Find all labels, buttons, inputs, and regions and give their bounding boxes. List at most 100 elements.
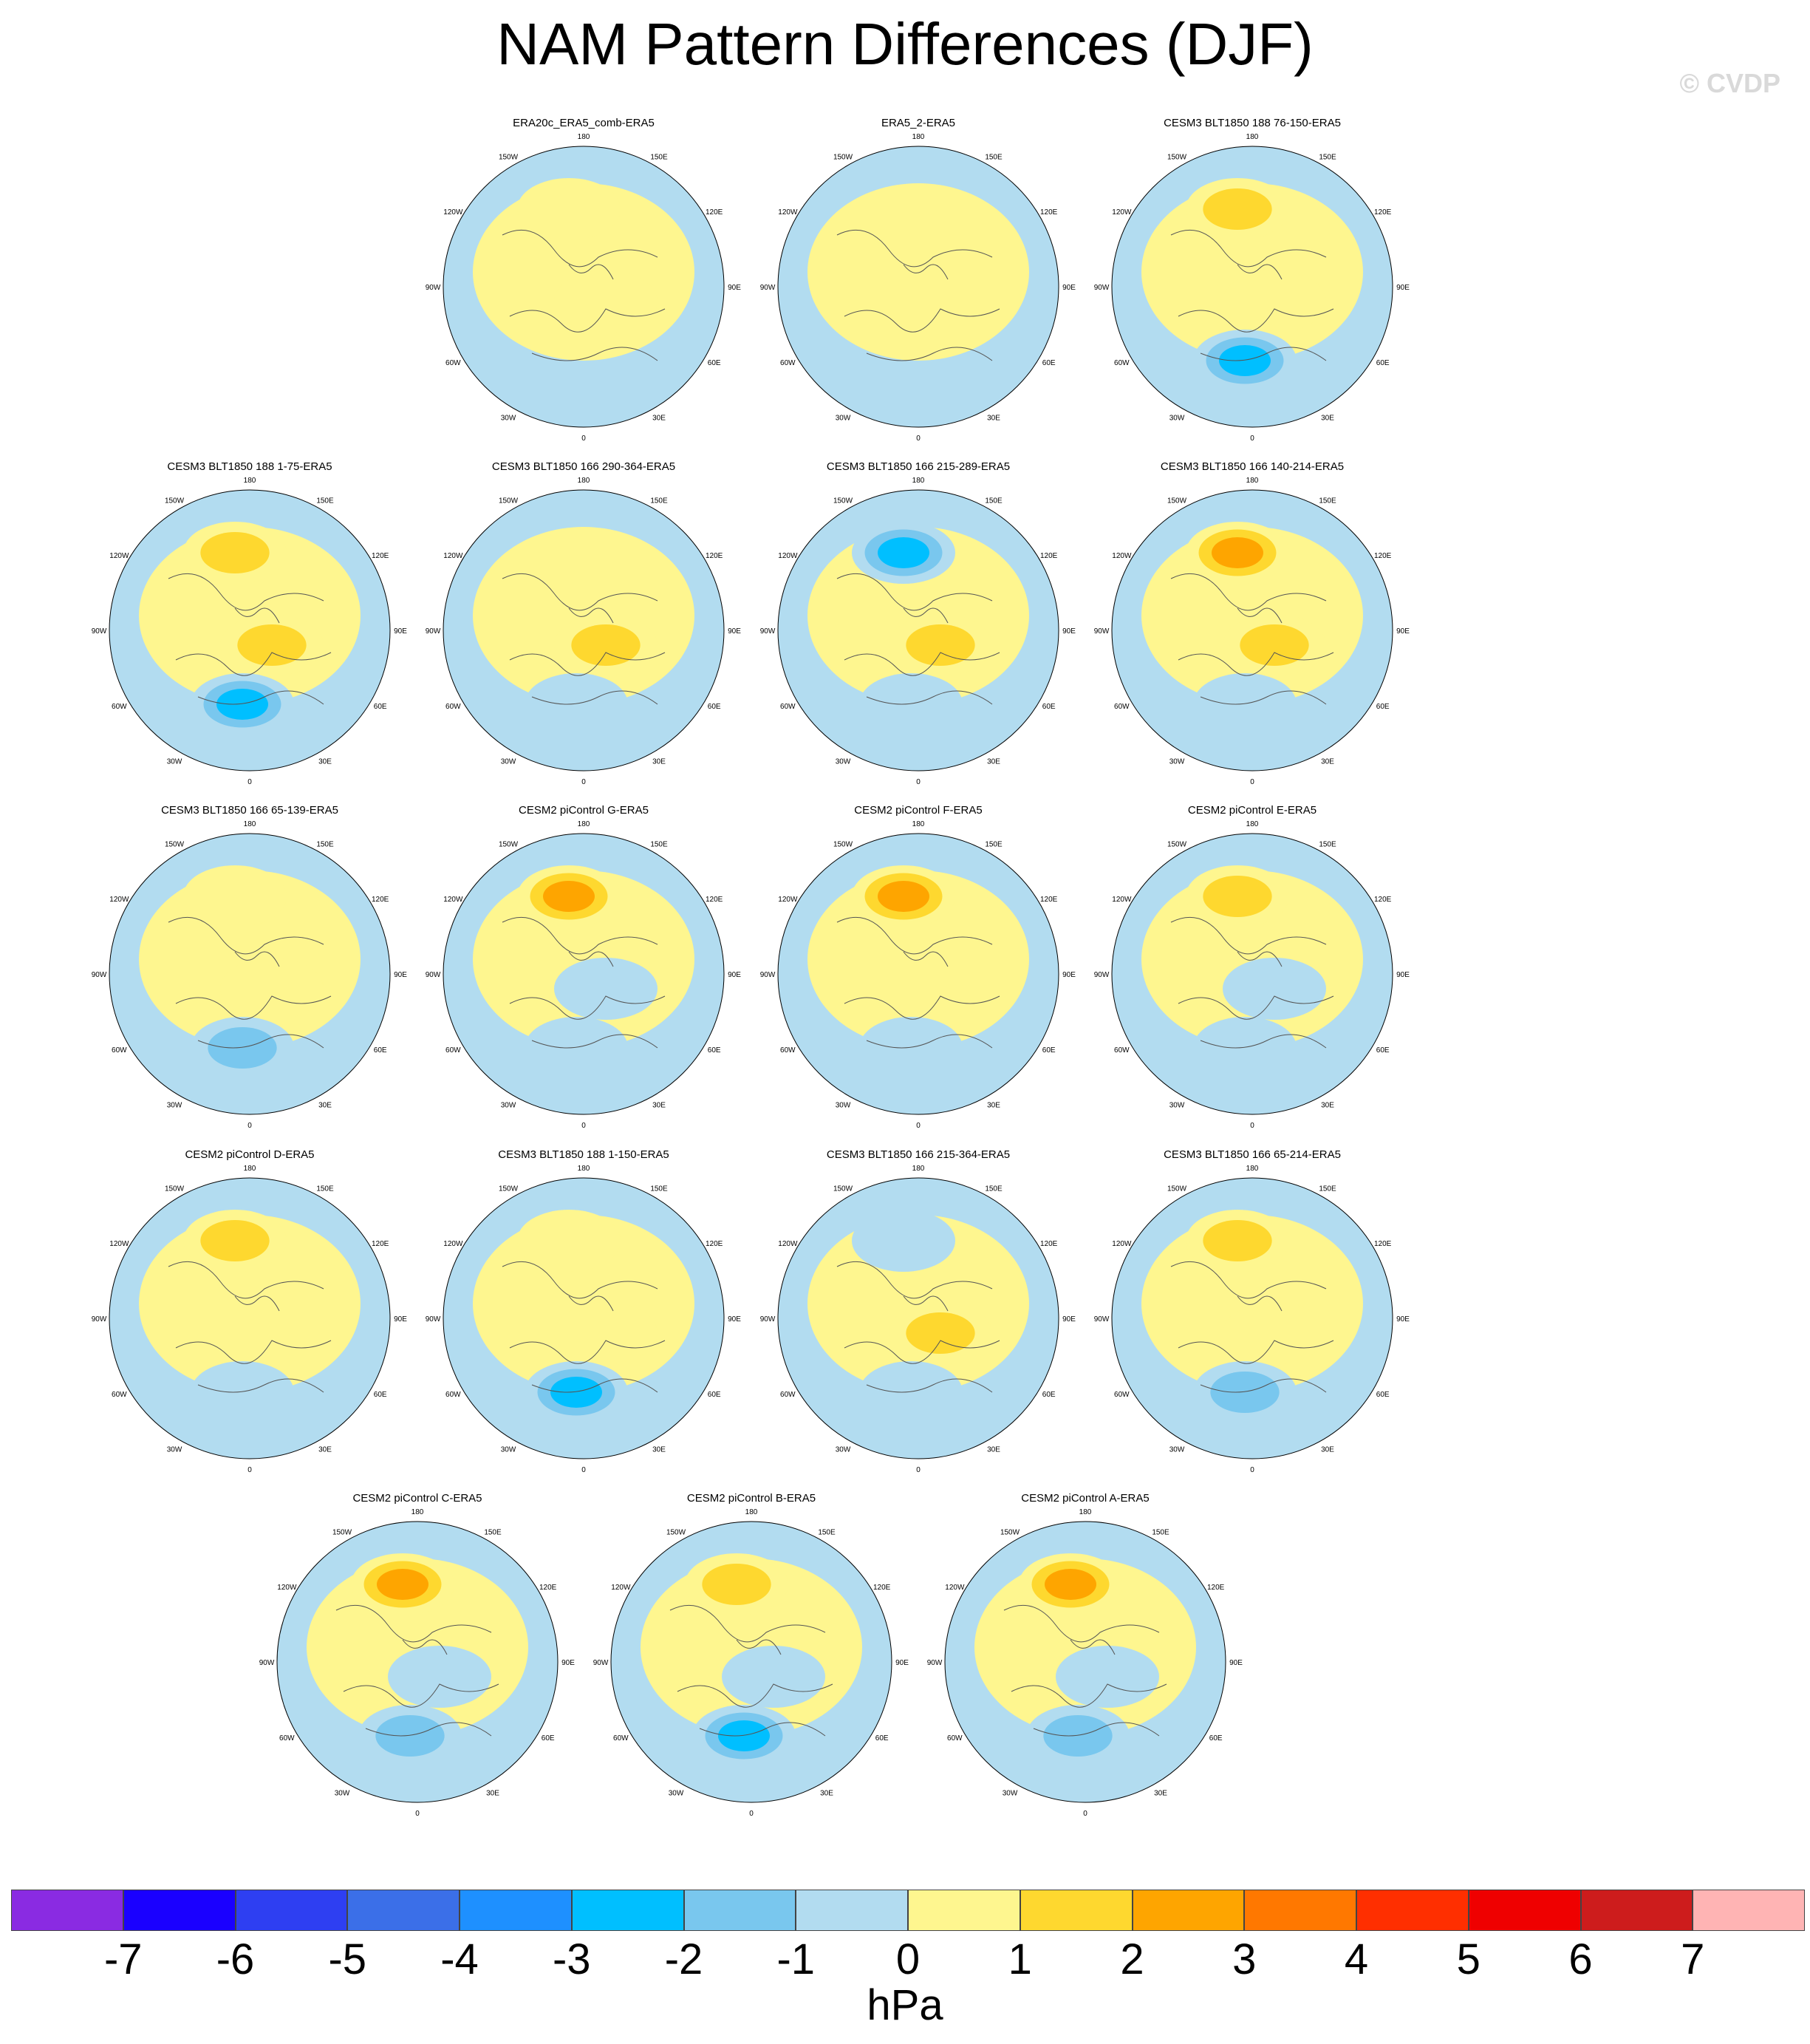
colorbar-swatch [1693, 1890, 1805, 1931]
longitude-label: 30W [1169, 1102, 1185, 1110]
longitude-label: 90W [259, 1659, 275, 1667]
longitude-label: 120E [1374, 208, 1392, 217]
longitude-label: 120E [372, 552, 389, 560]
map-boundary [777, 833, 1059, 1115]
longitude-label: 180 [912, 1165, 925, 1173]
longitude-label: 120E [706, 896, 723, 904]
longitude-label: 30E [987, 1102, 1000, 1110]
longitude-label: 180 [745, 1508, 758, 1516]
colorbar-swatch [683, 1890, 796, 1931]
longitude-label: 150E [1319, 497, 1336, 505]
longitude-label: 120E [1040, 896, 1058, 904]
watermark: © CVDP [1679, 68, 1780, 98]
polar-stereographic-map: 180 150E 120E 90E 60E 30E 0 30W 60W 90W 120W 150W [927, 1508, 1243, 1818]
colorbar-tick-label: 3 [1232, 1935, 1257, 1983]
anomaly-contour-atlantic [525, 673, 628, 735]
longitude-label: 60W [1114, 359, 1130, 367]
coastline [1178, 652, 1334, 676]
longitude-label: 60E [875, 1734, 889, 1742]
figure-title: NAM Pattern Differences (DJF) [496, 11, 1314, 77]
map-panel: CESM3 BLT1850 166 65-139-ERA5 180 150E 120E… [87, 804, 412, 1130]
longitude-label: 90W [1094, 1315, 1110, 1324]
colorbar-swatch [571, 1890, 684, 1931]
longitude-label: 0 [1250, 778, 1254, 786]
colorbar-tick-label: 0 [895, 1935, 921, 1983]
longitude-label: 180 [1246, 1165, 1259, 1173]
longitude-label: 150E [1319, 840, 1336, 848]
coastline [509, 308, 666, 333]
longitude-label: 30W [335, 1790, 350, 1798]
longitude-label: 180 [912, 477, 925, 485]
coastline [669, 1604, 826, 1643]
map-boundary [777, 1177, 1059, 1459]
map-panel: CESM3 BLT1850 166 215-289-ERA5 180 150E 120… [756, 460, 1081, 786]
longitude-label: 30E [987, 1446, 1000, 1454]
longitude-label: 180 [912, 133, 925, 141]
coastline [866, 1378, 993, 1393]
longitude-label: 90W [426, 971, 441, 979]
panel-title: CESM2 piControl F-ERA5 [854, 804, 983, 817]
longitude-label: 90E [728, 971, 741, 979]
longitude-label: 120W [778, 552, 798, 560]
longitude-label: 180 [1246, 820, 1259, 828]
colorbar-tick-label: 5 [1456, 1935, 1481, 1983]
longitude-label: 150E [316, 840, 334, 848]
longitude-label: 120E [873, 1584, 891, 1592]
coastline [502, 573, 658, 611]
longitude-label: 90W [92, 971, 107, 979]
coastline [1070, 1639, 1116, 1655]
coastline [343, 1683, 499, 1708]
longitude-label: 150E [985, 840, 1003, 848]
map-boundary [109, 489, 391, 771]
longitude-label: 30W [167, 1102, 182, 1110]
colorbar-tick-label: -2 [664, 1935, 703, 1983]
longitude-label: 0 [581, 1466, 586, 1474]
colorbar-swatch [1132, 1890, 1245, 1931]
map-panel: CESM3 BLT1850 166 65-214-ERA5 180 150E 120E… [1090, 1148, 1415, 1474]
longitude-label: 60W [279, 1734, 295, 1742]
longitude-label: 60W [780, 1391, 796, 1399]
longitude-label: 0 [415, 1810, 420, 1818]
longitude-label: 60W [445, 1046, 461, 1055]
longitude-label: 90E [394, 627, 407, 636]
coastline [509, 652, 666, 676]
longitude-label: 30E [486, 1790, 499, 1798]
map-panel: CESM2 piControl E-ERA5 180 150E 120E 90E 60E 3… [1090, 804, 1415, 1130]
coastline [531, 1034, 658, 1049]
anomaly-contour-pacific [543, 881, 595, 912]
coastline [903, 951, 949, 967]
coastline [903, 607, 949, 624]
anomaly-contour-atlantic [375, 1715, 445, 1757]
longitude-label: 150E [316, 1185, 334, 1193]
coastline [502, 229, 658, 268]
anomaly-contour-arctic [906, 624, 975, 666]
longitude-label: 180 [578, 1165, 590, 1173]
longitude-label: 180 [1246, 477, 1259, 485]
panel-title: CESM3 BLT1850 166 215-289-ERA5 [826, 460, 1011, 473]
coastline [1003, 1604, 1160, 1643]
longitude-label: 90E [561, 1659, 575, 1667]
longitude-label: 90W [1094, 284, 1110, 292]
longitude-label: 0 [916, 1122, 921, 1130]
longitude-label: 180 [578, 133, 590, 141]
longitude-label: 150W [833, 497, 853, 505]
anomaly-contour-pacific [702, 1564, 771, 1605]
colorbar-tick-label: 4 [1344, 1935, 1369, 1983]
longitude-label: 0 [247, 1122, 252, 1130]
coastline [509, 1340, 666, 1364]
coastline [677, 1683, 833, 1708]
longitude-label: 30E [1154, 1790, 1167, 1798]
polar-stereographic-map: 180 150E 120E 90E 60E 30E 0 30W 60W 90W 120W 150W [1094, 1165, 1410, 1474]
longitude-label: 60E [1042, 703, 1056, 711]
longitude-label: 150E [1319, 153, 1336, 161]
coastline [568, 1295, 614, 1312]
longitude-label: 150E [650, 1185, 668, 1193]
polar-stereographic-map: 180 150E 120E 90E 60E 30E 0 30W 60W 90W 120W 150W [760, 477, 1076, 786]
colorbar-swatch [235, 1890, 348, 1931]
coastline [844, 308, 1000, 333]
map-panel: CESM3 BLT1850 166 290-364-ERA5 180 150E 120… [421, 460, 746, 786]
colorbar-swatch [1580, 1890, 1693, 1931]
anomaly-contour-atlantic [191, 1361, 294, 1423]
map-panel: CESM3 BLT1850 188 1-150-ERA5 180 150E 120E 9… [421, 1148, 746, 1474]
longitude-label: 0 [1083, 1810, 1087, 1818]
